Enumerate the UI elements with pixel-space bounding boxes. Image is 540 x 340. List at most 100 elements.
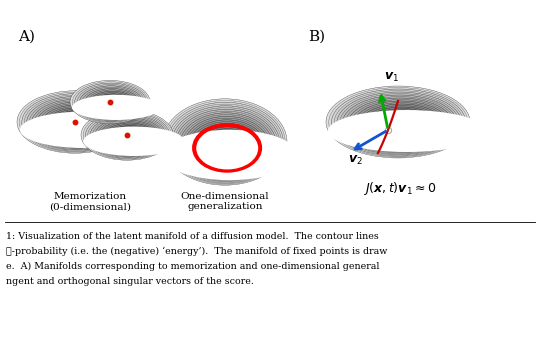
Ellipse shape	[114, 130, 148, 148]
Ellipse shape	[111, 105, 119, 109]
Ellipse shape	[380, 116, 428, 140]
Ellipse shape	[36, 102, 119, 147]
Ellipse shape	[328, 110, 486, 152]
Ellipse shape	[82, 129, 85, 131]
Ellipse shape	[75, 83, 146, 122]
Ellipse shape	[219, 146, 239, 160]
Ellipse shape	[375, 113, 432, 142]
Ellipse shape	[221, 148, 237, 159]
Ellipse shape	[110, 127, 152, 150]
Ellipse shape	[92, 116, 165, 156]
Ellipse shape	[38, 103, 117, 146]
Ellipse shape	[348, 98, 453, 151]
Ellipse shape	[226, 151, 233, 157]
Ellipse shape	[60, 116, 102, 138]
Ellipse shape	[50, 110, 109, 141]
Ellipse shape	[356, 102, 447, 148]
Ellipse shape	[81, 110, 173, 160]
Ellipse shape	[200, 130, 255, 168]
Ellipse shape	[101, 122, 158, 153]
Ellipse shape	[326, 86, 470, 158]
Ellipse shape	[396, 125, 415, 135]
Ellipse shape	[377, 115, 430, 141]
Ellipse shape	[95, 95, 131, 115]
Ellipse shape	[213, 141, 244, 163]
Ellipse shape	[399, 126, 413, 134]
Ellipse shape	[31, 99, 123, 148]
Ellipse shape	[171, 106, 280, 182]
Ellipse shape	[367, 108, 438, 144]
Ellipse shape	[361, 105, 443, 146]
Ellipse shape	[224, 150, 235, 158]
Ellipse shape	[337, 92, 462, 154]
Ellipse shape	[118, 132, 145, 147]
Ellipse shape	[43, 106, 113, 144]
Ellipse shape	[48, 109, 110, 142]
Ellipse shape	[105, 124, 155, 152]
Ellipse shape	[72, 123, 92, 134]
Ellipse shape	[94, 118, 163, 155]
Ellipse shape	[132, 140, 136, 142]
Ellipse shape	[340, 94, 460, 153]
Ellipse shape	[161, 130, 298, 180]
Text: ngent and orthogonal singular vectors of the score.: ngent and orthogonal singular vectors of…	[6, 277, 254, 286]
Ellipse shape	[114, 106, 118, 108]
Ellipse shape	[100, 98, 128, 113]
Ellipse shape	[98, 97, 130, 114]
Ellipse shape	[215, 143, 242, 161]
Ellipse shape	[386, 119, 424, 138]
Ellipse shape	[173, 107, 278, 181]
Ellipse shape	[194, 125, 260, 171]
Ellipse shape	[41, 105, 116, 145]
Ellipse shape	[45, 107, 112, 143]
Ellipse shape	[334, 90, 464, 155]
Ellipse shape	[192, 123, 262, 172]
Ellipse shape	[17, 91, 133, 153]
Ellipse shape	[72, 95, 160, 120]
Ellipse shape	[329, 87, 468, 157]
Ellipse shape	[91, 92, 134, 116]
Ellipse shape	[22, 94, 130, 152]
Text: 1: Visualization of the latent manifold of a diffusion model.  The contour lines: 1: Visualization of the latent manifold …	[6, 232, 379, 241]
Ellipse shape	[359, 104, 445, 147]
Ellipse shape	[82, 87, 141, 120]
Text: e.  A) Manifolds corresponding to memorization and one-dimensional general: e. A) Manifolds corresponding to memoriz…	[6, 262, 380, 271]
Ellipse shape	[84, 88, 140, 119]
Ellipse shape	[89, 91, 137, 117]
Ellipse shape	[62, 117, 99, 137]
Ellipse shape	[77, 84, 145, 121]
Ellipse shape	[372, 112, 434, 143]
Ellipse shape	[227, 153, 232, 156]
Ellipse shape	[97, 119, 161, 155]
Ellipse shape	[190, 122, 264, 173]
Ellipse shape	[86, 90, 138, 118]
Ellipse shape	[83, 111, 171, 159]
Ellipse shape	[197, 127, 258, 170]
Ellipse shape	[107, 125, 153, 151]
Ellipse shape	[167, 102, 284, 183]
Ellipse shape	[163, 99, 287, 185]
Ellipse shape	[125, 136, 140, 144]
Ellipse shape	[102, 99, 126, 112]
Ellipse shape	[182, 115, 271, 177]
Ellipse shape	[176, 109, 276, 180]
Ellipse shape	[353, 101, 449, 149]
Ellipse shape	[391, 122, 420, 136]
Ellipse shape	[188, 120, 266, 174]
Ellipse shape	[65, 119, 98, 136]
Ellipse shape	[127, 137, 139, 144]
Ellipse shape	[105, 101, 125, 112]
Ellipse shape	[19, 92, 131, 152]
Ellipse shape	[198, 129, 256, 169]
Ellipse shape	[169, 104, 282, 182]
Ellipse shape	[202, 132, 253, 167]
Ellipse shape	[77, 125, 89, 132]
Ellipse shape	[178, 111, 274, 178]
Ellipse shape	[388, 120, 422, 137]
Ellipse shape	[130, 139, 137, 143]
Ellipse shape	[55, 113, 105, 140]
Ellipse shape	[369, 110, 436, 143]
Ellipse shape	[350, 100, 451, 150]
Ellipse shape	[404, 130, 409, 132]
Ellipse shape	[85, 113, 170, 159]
